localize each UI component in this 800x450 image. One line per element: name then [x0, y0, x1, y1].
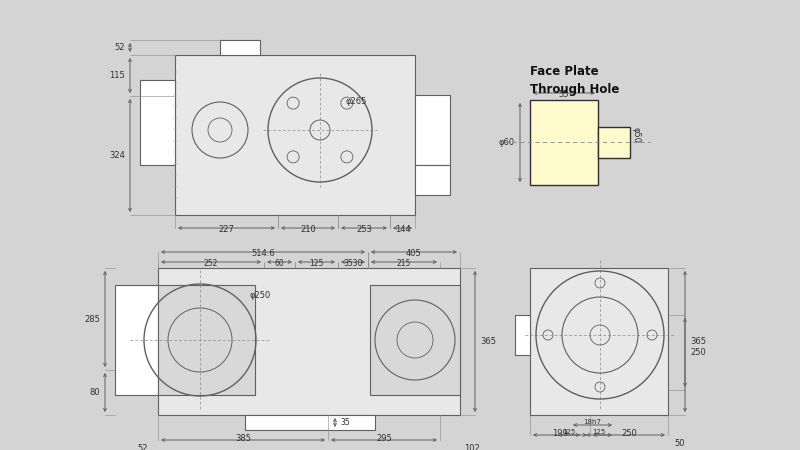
Text: φ50: φ50: [632, 127, 641, 143]
Text: 115: 115: [110, 71, 125, 80]
Text: 52: 52: [114, 43, 125, 52]
Text: 125: 125: [562, 429, 576, 435]
Text: 35: 35: [340, 418, 350, 427]
Text: 125: 125: [592, 429, 606, 435]
Text: 227: 227: [218, 225, 234, 234]
Text: 80: 80: [90, 388, 100, 397]
Bar: [598, 127, 630, 158]
Text: 250: 250: [621, 429, 637, 438]
Text: φ250: φ250: [250, 291, 271, 300]
Bar: [158, 268, 460, 415]
Bar: [415, 165, 450, 195]
Text: φ265: φ265: [345, 98, 366, 107]
Bar: [530, 100, 598, 185]
Bar: [245, 415, 375, 430]
Text: 60: 60: [274, 259, 284, 268]
Text: 385: 385: [235, 434, 251, 443]
Text: 52: 52: [138, 444, 148, 450]
Text: 295: 295: [376, 434, 392, 443]
Bar: [158, 285, 255, 395]
Bar: [515, 315, 530, 355]
Bar: [415, 95, 450, 165]
Bar: [530, 268, 668, 415]
Bar: [175, 55, 415, 215]
Bar: [220, 40, 260, 55]
Text: 210: 210: [300, 225, 316, 234]
Text: 50: 50: [674, 439, 685, 448]
Text: 514.6: 514.6: [251, 249, 275, 258]
Text: 199: 199: [552, 429, 568, 438]
Bar: [115, 285, 158, 395]
Text: 365: 365: [690, 337, 706, 346]
Text: 102: 102: [464, 444, 480, 450]
Text: 253: 253: [356, 225, 372, 234]
Text: Face Plate
Through Hole: Face Plate Through Hole: [530, 65, 619, 96]
Text: 324: 324: [109, 151, 125, 160]
Bar: [370, 285, 460, 395]
Text: 285: 285: [84, 315, 100, 324]
Text: 252: 252: [204, 259, 218, 268]
Text: 125: 125: [310, 259, 324, 268]
Text: 215: 215: [397, 259, 411, 268]
Text: 3530: 3530: [343, 259, 362, 268]
Text: 365: 365: [480, 337, 496, 346]
Text: 144: 144: [394, 225, 410, 234]
Text: 250: 250: [690, 348, 706, 357]
Text: 405: 405: [406, 249, 422, 258]
Text: φ60: φ60: [499, 138, 515, 147]
Text: 18h7: 18h7: [583, 419, 602, 425]
Text: 55: 55: [558, 90, 570, 99]
Bar: [140, 80, 175, 165]
